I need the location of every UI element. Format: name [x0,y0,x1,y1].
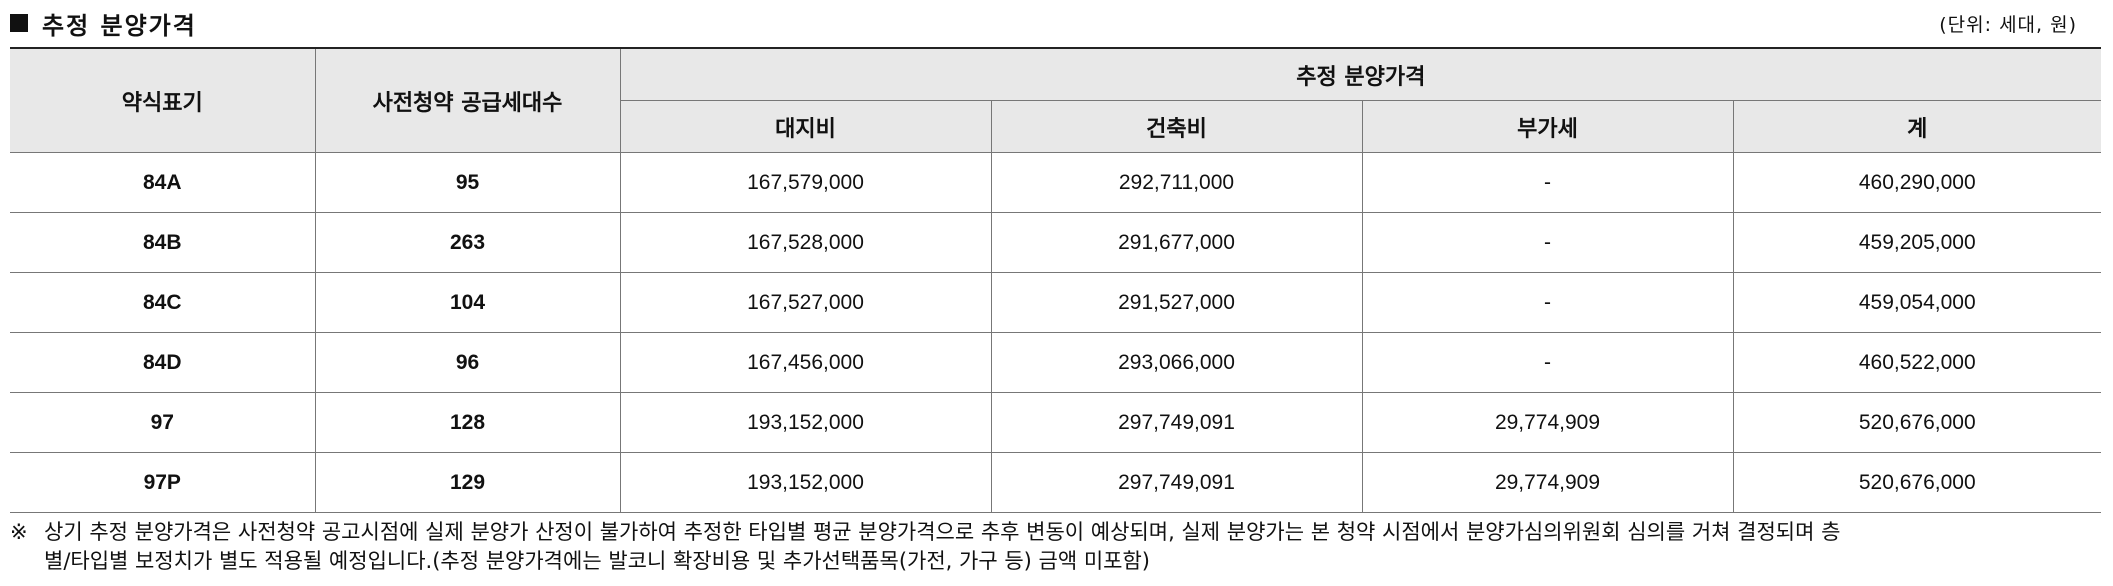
table-row: 84D 96 167,456,000 293,066,000 - 460,522… [10,332,2102,393]
header-units: 사전청약 공급세대수 [314,47,621,153]
cell-vat: 29,774,909 [1361,452,1734,513]
cell-total: 460,522,000 [1732,332,2102,393]
cell-build: 297,749,091 [990,452,1363,513]
cell-units: 95 [314,152,621,213]
cell-vat: - [1361,272,1734,333]
header-total: 계 [1732,100,2102,153]
table-row: 97 128 193,152,000 297,749,091 29,774,90… [10,392,2102,453]
table-row: 84B 263 167,528,000 291,677,000 - 459,20… [10,212,2102,273]
cell-type: 84A [10,152,316,213]
cell-total: 459,205,000 [1732,212,2102,273]
cell-land: 167,527,000 [619,272,992,333]
cell-build: 291,677,000 [990,212,1363,273]
price-table: 약식표기 사전청약 공급세대수 추정 분양가격 대지비 건축비 부가세 계 84… [10,47,2102,513]
cell-units: 129 [314,452,621,513]
cell-units: 104 [314,272,621,333]
cell-type: 84D [10,332,316,393]
cell-units: 96 [314,332,621,393]
reference-mark-icon: ※ [10,520,28,544]
cell-total: 460,290,000 [1732,152,2102,213]
header-type: 약식표기 [10,47,316,153]
square-bullet-icon [10,14,28,32]
header-vat: 부가세 [1361,100,1734,153]
cell-vat: - [1361,152,1734,213]
cell-build: 293,066,000 [990,332,1363,393]
cell-type: 97 [10,392,316,453]
footnote-line-2: 별/타입별 보정치가 별도 적용될 예정입니다.(추정 분양가격에는 발코니 확… [44,549,1150,573]
cell-vat: - [1361,212,1734,273]
unit-note: (단위: 세대, 원) [1939,14,2077,36]
header-group-price: 추정 분양가격 [619,47,2102,101]
cell-land: 167,579,000 [619,152,992,213]
section-title: 추정 분양가격 [10,6,197,40]
table-row: 97P 129 193,152,000 297,749,091 29,774,9… [10,452,2102,513]
cell-build: 292,711,000 [990,152,1363,213]
cell-total: 520,676,000 [1732,452,2102,513]
cell-build: 291,527,000 [990,272,1363,333]
cell-build: 297,749,091 [990,392,1363,453]
table-row: 84C 104 167,527,000 291,527,000 - 459,05… [10,272,2102,333]
cell-land: 167,456,000 [619,332,992,393]
header-land-cost: 대지비 [620,100,992,153]
footnote-line-1: ※ 상기 추정 분양가격은 사전청약 공고시점에 실제 분양가 산정이 불가하여 … [10,518,2101,547]
cell-land: 193,152,000 [619,392,992,453]
header-build-cost: 건축비 [990,100,1363,153]
cell-land: 193,152,000 [619,452,992,513]
table-row: 84A 95 167,579,000 292,711,000 - 460,290… [10,152,2102,213]
footnote-text-1: 상기 추정 분양가격은 사전청약 공고시점에 실제 분양가 산정이 불가하여 추… [44,520,1841,544]
cell-vat: 29,774,909 [1361,392,1734,453]
cell-vat: - [1361,332,1734,393]
cell-land: 167,528,000 [619,212,992,273]
cell-type: 84B [10,212,316,273]
cell-units: 263 [314,212,621,273]
footnote: ※ 상기 추정 분양가격은 사전청약 공고시점에 실제 분양가 산정이 불가하여 … [10,518,2101,576]
cell-type: 84C [10,272,316,333]
cell-type: 97P [10,452,316,513]
page-title: 추정 분양가격 [42,11,197,40]
cell-total: 459,054,000 [1732,272,2102,333]
cell-units: 128 [314,392,621,453]
cell-total: 520,676,000 [1732,392,2102,453]
